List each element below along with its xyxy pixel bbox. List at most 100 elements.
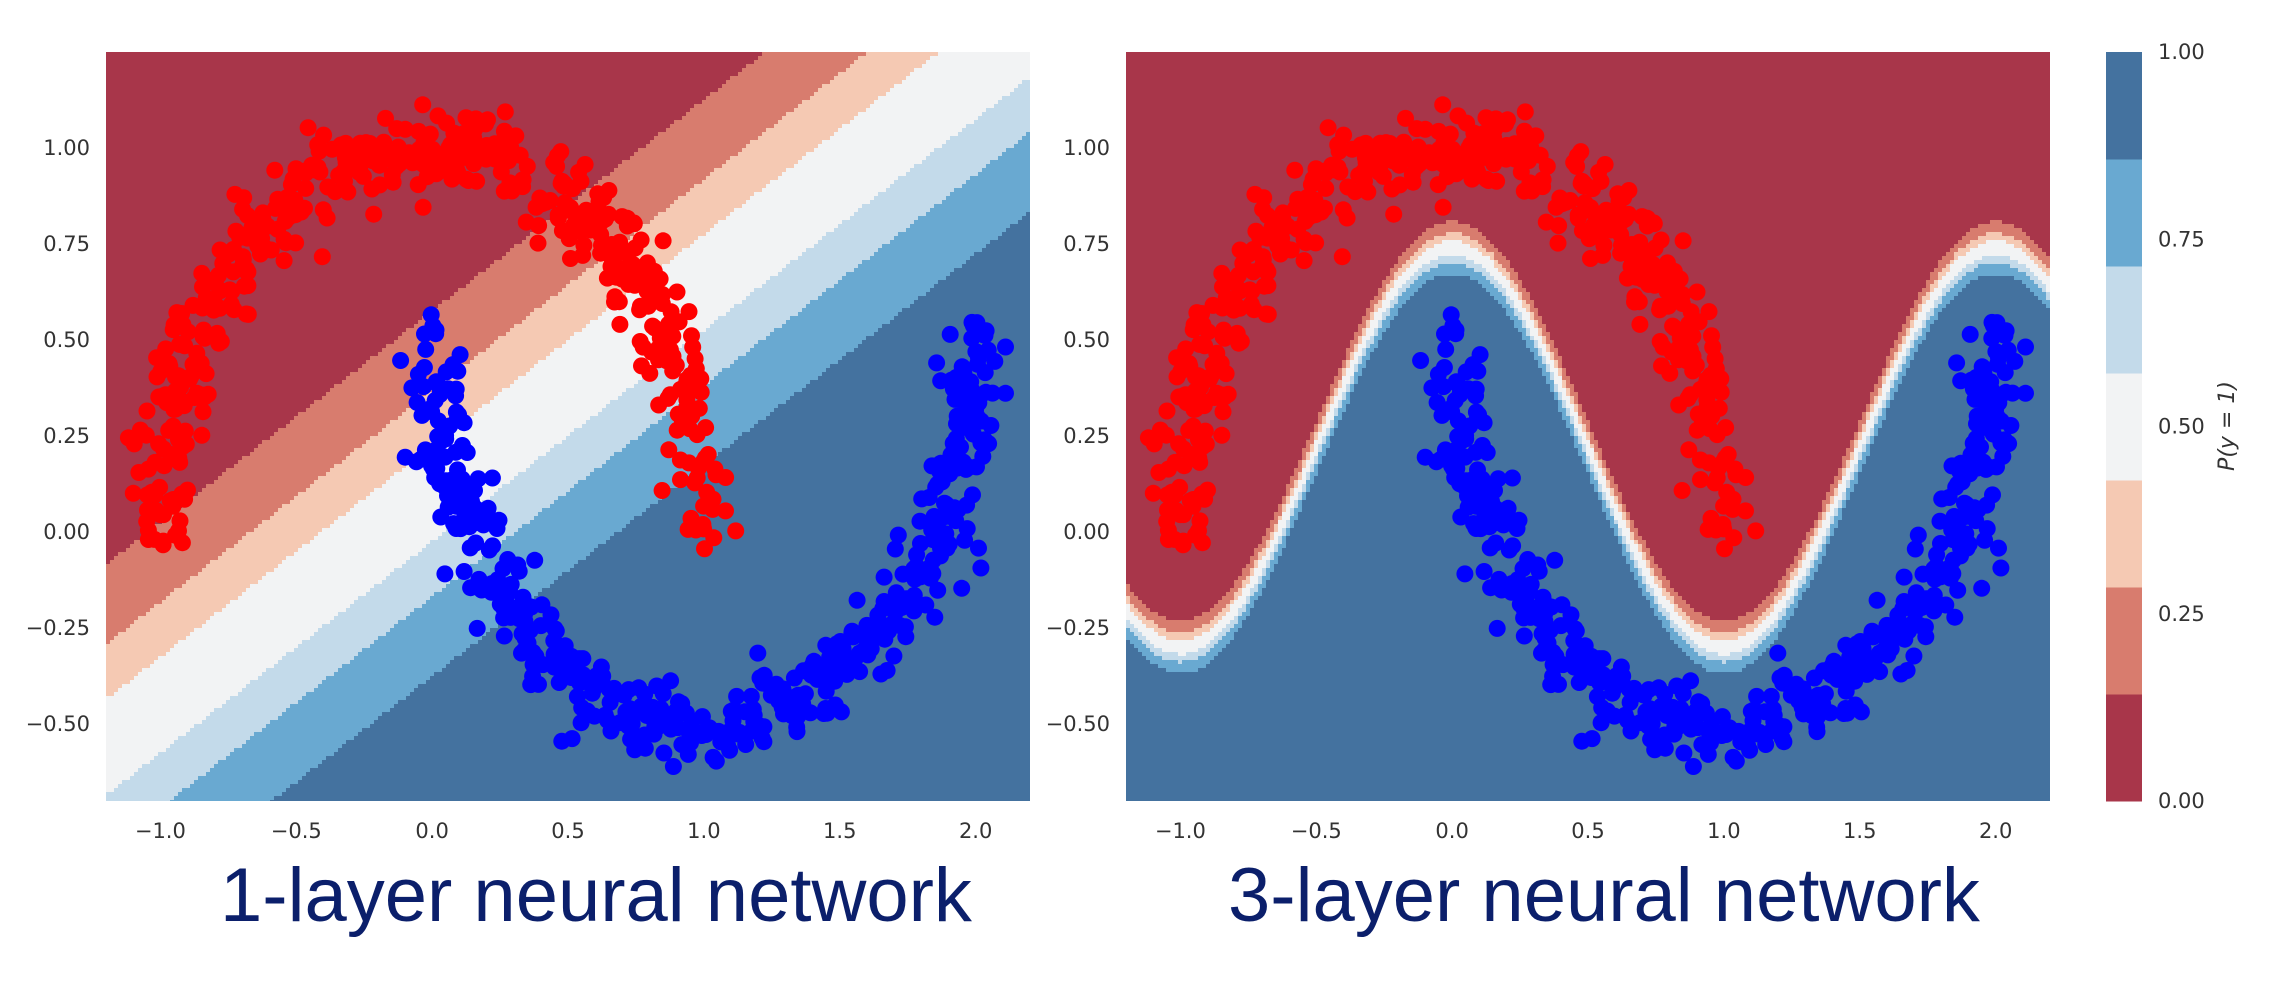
contour-cell xyxy=(1298,484,1302,489)
data-point xyxy=(1640,275,1657,293)
contour-cell xyxy=(1146,644,1154,649)
contour-cell xyxy=(1858,452,1862,457)
contour-cell xyxy=(1834,508,1838,513)
contour-cell xyxy=(106,600,162,605)
contour-cell xyxy=(1298,480,1306,485)
data-point xyxy=(193,426,211,444)
contour-cell xyxy=(1798,580,1806,585)
data-point xyxy=(429,375,447,393)
contour-cell xyxy=(1126,56,2050,61)
contour-cell xyxy=(282,504,354,509)
contour-cell xyxy=(1318,416,1322,421)
contour-cell xyxy=(398,336,498,341)
contour-cell xyxy=(1934,280,1938,285)
contour-cell xyxy=(1826,516,1830,521)
contour-cell xyxy=(1126,748,2050,753)
contour-cell xyxy=(762,52,866,57)
contour-cell xyxy=(1326,400,1330,405)
data-point xyxy=(1346,183,1364,201)
data-point xyxy=(1717,419,1735,437)
contour-cell xyxy=(1858,464,1862,469)
contour-cell xyxy=(1346,372,1354,377)
contour-cell xyxy=(382,428,454,433)
contour-cell xyxy=(938,52,1030,57)
contour-cell xyxy=(1906,348,1910,353)
contour-cell xyxy=(662,496,1030,501)
contour-cell xyxy=(1310,468,1314,473)
data-point xyxy=(415,359,433,376)
data-point xyxy=(1384,152,1402,170)
contour-cell xyxy=(526,372,646,377)
contour-cell xyxy=(338,516,462,521)
data-point xyxy=(1697,416,1714,434)
contour-cell xyxy=(766,336,866,341)
contour-cell xyxy=(730,364,830,369)
contour-cell xyxy=(1662,584,1670,589)
contour-cell xyxy=(106,768,138,773)
contour-cell xyxy=(1266,532,1270,537)
data-point xyxy=(1625,679,1643,697)
contour-cell xyxy=(1370,344,1378,349)
contour-cell xyxy=(1538,320,1542,325)
data-point xyxy=(1352,136,1370,154)
contour-cell xyxy=(1298,476,1302,481)
contour-cell xyxy=(106,716,206,721)
contour-cell xyxy=(1414,252,1422,257)
contour-cell xyxy=(1294,508,1302,513)
contour-cell xyxy=(1582,444,1586,449)
contour-cell xyxy=(1126,720,2050,725)
contour-cell xyxy=(2042,248,2050,253)
contour-cell xyxy=(1882,424,2050,429)
contour-cell xyxy=(682,248,806,253)
contour-cell xyxy=(1346,368,1354,373)
contour-cell xyxy=(586,188,690,193)
contour-cell xyxy=(1514,312,1522,317)
data-point xyxy=(467,110,485,128)
contour-cell xyxy=(822,372,1030,377)
contour-cell xyxy=(554,444,626,449)
contour-cell xyxy=(1750,644,1758,649)
contour-cell xyxy=(1126,768,2050,773)
contour-cell xyxy=(1854,472,1858,477)
contour-cell xyxy=(1906,320,1910,325)
data-point xyxy=(1576,194,1594,212)
data-point xyxy=(1456,565,1474,583)
contour-cell xyxy=(1278,540,1282,545)
contour-cell xyxy=(1806,556,1814,561)
contour-cell xyxy=(794,108,866,113)
contour-cell xyxy=(1598,488,1602,493)
contour-cell xyxy=(1290,520,1294,525)
contour-cell xyxy=(1574,420,1578,425)
contour-cell xyxy=(1498,248,1950,253)
contour-cell xyxy=(1526,328,1530,333)
contour-cell xyxy=(602,464,702,469)
contour-cell xyxy=(354,504,478,509)
contour-cell xyxy=(678,196,750,201)
contour-cell xyxy=(106,712,210,717)
contour-cell xyxy=(1546,360,1554,365)
contour-cell xyxy=(298,548,422,553)
data-point xyxy=(423,403,441,421)
contour-cell xyxy=(1390,280,1394,285)
contour-cell xyxy=(1850,464,1854,469)
contour-cell xyxy=(254,448,354,453)
x-tick-label: −0.5 xyxy=(271,819,322,843)
contour-cell xyxy=(634,516,1030,521)
contour-cell xyxy=(982,168,1030,173)
contour-cell xyxy=(1146,616,1166,621)
contour-cell xyxy=(1506,256,1942,261)
contour-cell xyxy=(1026,212,1030,217)
contour-cell xyxy=(1622,516,1626,521)
contour-cell xyxy=(1382,292,1386,297)
data-point xyxy=(639,297,657,315)
contour-cell xyxy=(1890,352,1894,357)
contour-cell xyxy=(2046,292,2050,297)
contour-cell xyxy=(1350,364,1354,369)
contour-cell xyxy=(1898,368,1902,373)
contour-cell xyxy=(1966,272,2026,277)
contour-cell xyxy=(1630,532,1634,537)
data-point xyxy=(574,666,592,684)
data-point xyxy=(1157,426,1175,444)
contour-cell xyxy=(1922,328,1930,333)
contour-cell xyxy=(962,264,1030,269)
